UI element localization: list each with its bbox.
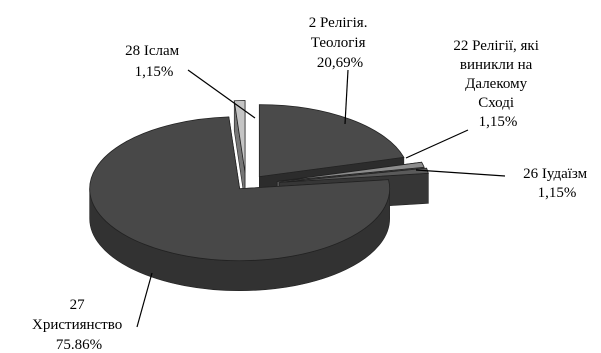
label-line: 75.86% [56,337,102,353]
leader-lines [136,69,506,328]
label-line: Християнство [32,317,122,333]
label-slice-4: 27 Християнство 75.86% [32,297,126,353]
label-line: 27 [70,297,86,313]
label-line: виникли на [460,57,533,73]
label-line: 1,15% [135,64,174,80]
leader-line-1 [344,69,349,125]
pie-slice-tops [89,100,429,262]
label-slice-2: 22 Релігії, які виникли на Далекому Сход… [453,38,542,130]
pie-slice-1 [258,104,405,178]
label-line: Сході [478,95,514,111]
label-slice-3: 26 Іудаїзм 1,15% [523,166,591,201]
label-line: 28 Іслам [125,43,180,59]
label-line: Теологія [311,35,366,51]
label-line: 1,15% [538,185,577,201]
pie-slice-5 [233,100,246,173]
pie-slice-2 [277,161,425,182]
pie-slice-4 [89,116,391,262]
leader-line-5 [187,69,256,119]
label-line: 22 Релігії, які [453,38,539,54]
label-line: 20,69% [317,55,363,71]
label-line: 1,15% [479,114,518,130]
leader-line-3 [415,169,506,177]
label-slice-5: 28 Іслам 1,15% [125,43,183,80]
leader-line-4 [136,272,153,328]
label-line: Далекому [465,76,527,92]
label-line: 2 Релігія. [309,15,368,31]
leader-line-2 [405,129,469,159]
label-line: 26 Іудаїзм [523,166,587,182]
label-slice-1: 2 Релігія. Теологія 20,69% [309,15,371,71]
